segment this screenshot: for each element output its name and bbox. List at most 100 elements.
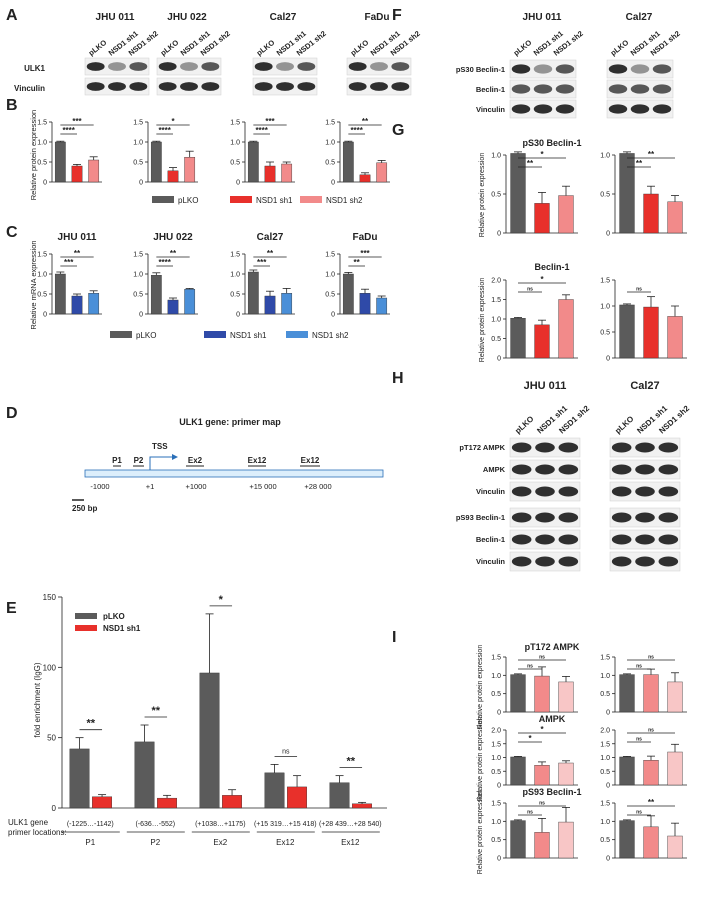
panel-a-cell-line: FaDu xyxy=(365,12,390,23)
panel-f-ps30-blot-band xyxy=(511,64,531,74)
panel-i-chart-5-bar xyxy=(558,821,574,859)
panel-c-chart-1-tick-label: 1.0 xyxy=(37,272,47,279)
panel-f-beclin-blot-band xyxy=(555,84,575,94)
panel-a-ulk1-blot-band xyxy=(108,62,126,71)
panel-i-chart-3-tick-label: 1.5 xyxy=(491,741,501,748)
panel-b-chart-1-bar xyxy=(71,165,83,183)
panel-b-chart-3-tick-label: 0.5 xyxy=(230,160,240,167)
panel-i-chart-4-tick-label: 2.0 xyxy=(600,728,610,735)
panel-f-row-label: Vinculin xyxy=(476,105,505,114)
panel-e-primer-range: (+28 439…+28 540) xyxy=(319,821,382,828)
panel-h-blot-band xyxy=(535,534,555,545)
panel-c-chart-2-tick-label: 1.0 xyxy=(133,272,143,279)
panel-e-sig-label: * xyxy=(219,594,224,606)
panel-d-primer-label: Ex2 xyxy=(188,456,203,465)
panel-e-primer-range: (+15 319…+15 418) xyxy=(254,821,317,828)
panel-b-chart-2-sig-label: * xyxy=(171,117,175,126)
panel-c-chart-4-tick-label: 0.5 xyxy=(325,292,335,299)
panel-c-legend-label: NSD1 sh1 xyxy=(230,331,267,340)
panel-h-blot-band xyxy=(558,464,579,475)
panel-e-bar xyxy=(264,772,285,809)
panel-g-ylabel: Relative protein expression xyxy=(479,153,486,238)
panel-d-scale-label: 250 bp xyxy=(72,504,97,513)
panel-i-chart-2-sig-label: ns xyxy=(648,655,654,661)
panel-letter-g: G xyxy=(392,122,404,139)
panel-c-chart-4-sig-label: ** xyxy=(354,258,361,267)
panel-d-tss-label: TSS xyxy=(152,442,168,451)
panel-b-legend-swatch xyxy=(230,196,252,203)
panel-c-legend-swatch xyxy=(110,331,132,338)
panel-e-legend-swatch xyxy=(75,613,97,619)
panel-b-chart-4-bar xyxy=(359,174,371,183)
panel-h-blot-band xyxy=(635,464,655,475)
panel-g-chart-1-sig-label: ** xyxy=(527,159,534,168)
panel-i-chart-1-tick-label: 1.0 xyxy=(491,673,501,680)
panel-c-title: Cal27 xyxy=(257,232,284,243)
panel-a-ulk1-blot-band xyxy=(391,62,410,71)
gene-bar xyxy=(84,469,384,478)
panel-a-ulk1-blot-band xyxy=(276,62,294,71)
panel-b-chart-2-tick-label: 0.5 xyxy=(133,160,143,167)
panel-g-chart-4-tick-label: 0 xyxy=(606,356,610,363)
panel-e-primer-range: (-1225…-1142) xyxy=(67,821,114,828)
panel-c-legend-label: NSD1 sh2 xyxy=(312,331,349,340)
panel-e-bar xyxy=(69,748,90,809)
panel-i-chart-3-bar xyxy=(510,756,526,786)
panel-c-title: FaDu xyxy=(353,232,378,243)
panel-h-blot-band xyxy=(658,464,679,475)
panel-g-chart-1-tick-label: 0 xyxy=(497,231,501,238)
panel-c-chart-3-tick-label: 0.5 xyxy=(230,292,240,299)
panel-b-chart-1-sig-label: *** xyxy=(72,117,82,126)
panel-e-group-label: P2 xyxy=(150,838,160,847)
panel-i-ylabel: Relative protein expression xyxy=(477,645,484,730)
panel-letter-a: A xyxy=(6,7,18,24)
panel-f-beclin-blot-band xyxy=(511,84,531,94)
panel-i-chart-3-tick-label: 2.0 xyxy=(491,728,501,735)
panel-h-blot-band xyxy=(558,556,579,567)
panel-c-chart-1-sig-label: *** xyxy=(64,258,74,267)
panel-d-primer-label: P2 xyxy=(134,456,144,465)
panel-a-vinculin-blot-band xyxy=(158,82,177,91)
panel-i-chart-1-bar xyxy=(510,674,526,713)
panel-b-chart-4-bar xyxy=(376,162,388,183)
panel-b-chart-4-sig-label: ** xyxy=(362,117,369,126)
panel-e-bar xyxy=(92,796,113,809)
panel-i-chart-3-bar xyxy=(534,765,550,786)
panel-h-row-label: pT172 AMPK xyxy=(459,443,505,452)
panel-e-sig-label: ** xyxy=(347,756,356,768)
panel-i-chart-2-tick-label: 1.5 xyxy=(600,655,610,662)
panel-h-blot-band xyxy=(558,534,579,545)
panel-h-blot-band xyxy=(658,486,679,497)
panel-g-chart-4-sig-label: ns xyxy=(636,287,642,293)
panel-i-chart-2-sig-label: ns xyxy=(636,664,642,670)
panel-i-chart-3-sig-label: * xyxy=(528,734,532,743)
panel-i-chart-5-sig-label: ns xyxy=(539,801,545,807)
panel-c-legend-label: pLKO xyxy=(136,331,156,340)
panel-i-chart-1-tick-label: 1.5 xyxy=(491,655,501,662)
panel-g-chart-1-tick-label: 0.5 xyxy=(491,192,501,199)
panel-f-lane-label: pLKO xyxy=(512,38,534,58)
panel-f-beclin-blot-band xyxy=(630,84,650,94)
panel-i-chart-4-sig-label: ns xyxy=(636,737,642,743)
panel-i-chart-5-sig-label: ns xyxy=(527,810,533,816)
panel-b-chart-2-tick-label: 1.5 xyxy=(133,120,143,127)
panel-h-blot-band xyxy=(558,486,579,497)
panel-c-chart-3-bar xyxy=(281,293,293,315)
panel-c-chart-3-sig-label: *** xyxy=(257,258,267,267)
panel-g-chart-4-tick-label: 1.0 xyxy=(600,304,610,311)
panel-h-blot-band xyxy=(511,486,532,497)
panel-i-chart-4-tick-label: 0 xyxy=(606,783,610,790)
panel-h-blot-band xyxy=(535,442,555,453)
panel-e-bar xyxy=(222,795,243,809)
panel-e-ylabel: fold enrichment (IgG) xyxy=(33,662,42,737)
panel-g-chart-3-sig-label: * xyxy=(540,275,544,284)
panel-i-chart-2-bar xyxy=(643,674,659,713)
panel-b-chart-4-tick-label: 1.5 xyxy=(325,120,335,127)
panel-a-lane-label: pLKO xyxy=(349,38,371,58)
panel-b-chart-3-bar xyxy=(264,165,276,183)
panel-f-ps30-blot-band xyxy=(555,64,575,74)
panel-c-chart-3-tick-label: 0 xyxy=(236,312,240,319)
panel-g-chart-1-sig-label: * xyxy=(540,150,544,159)
panel-c-chart-4-tick-label: 0 xyxy=(331,312,335,319)
panel-i-chart-2-tick-label: 1.0 xyxy=(600,673,610,680)
